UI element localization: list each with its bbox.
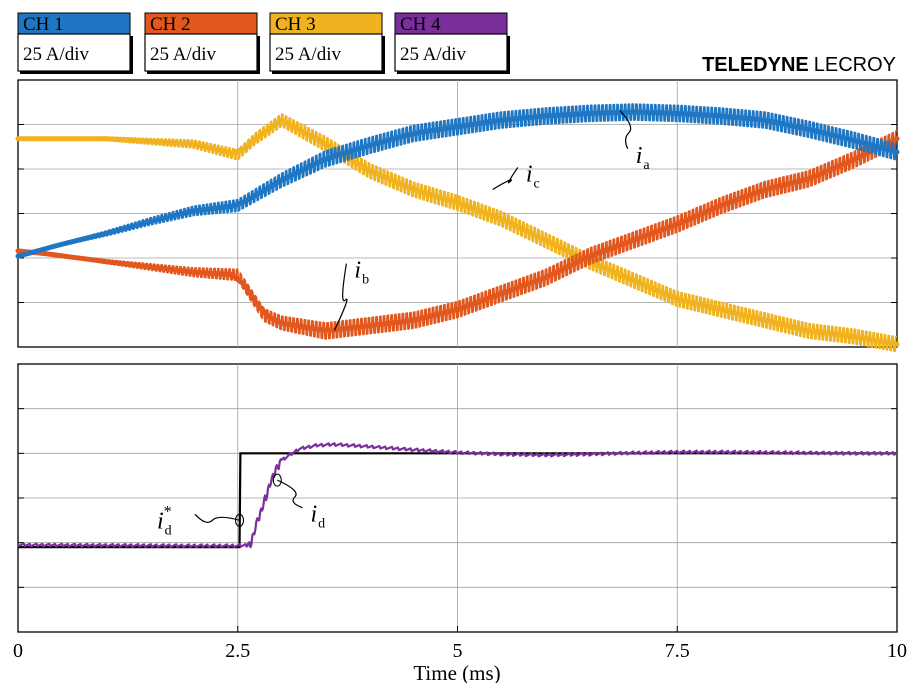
x-tick-label: 2.5 bbox=[225, 640, 250, 662]
d-axis-current-plot: id* id bbox=[17, 363, 898, 633]
brand-logo-bold: TELEDYNE bbox=[702, 54, 809, 76]
channel-legend: CH 1 25 A/div CH 2 25 A/div CH 3 25 A/di… bbox=[17, 12, 510, 74]
x-tick-7.5: 7.5 bbox=[665, 626, 690, 662]
annotation-leader bbox=[194, 513, 240, 523]
annotation-marker bbox=[234, 513, 245, 527]
channel-3-scale: 25 A/div bbox=[275, 44, 341, 65]
trace-core-i-a bbox=[15, 109, 900, 259]
channel-4-label: CH 4 bbox=[400, 14, 441, 35]
brand-logo: TELEDYNE LECROY bbox=[702, 54, 896, 76]
annotation-leader bbox=[333, 263, 348, 331]
channel-4-scale: 25 A/div bbox=[400, 44, 466, 65]
channel-2-scale: 25 A/div bbox=[150, 44, 216, 65]
channel-3-badge: CH 3 25 A/div bbox=[269, 12, 385, 74]
x-tick-5: 5 bbox=[453, 626, 463, 662]
annotation-leader bbox=[492, 167, 519, 190]
brand-logo-light: LECROY bbox=[814, 54, 896, 76]
x-tick-label: 10 bbox=[887, 640, 907, 662]
trace-core-i-c bbox=[15, 117, 900, 347]
channel-2-badge: CH 2 25 A/div bbox=[144, 12, 260, 74]
channel-2-label: CH 2 bbox=[150, 14, 191, 35]
trace-core-i-b bbox=[15, 136, 900, 333]
series-i-a bbox=[15, 103, 900, 259]
channel-3-label: CH 3 bbox=[275, 14, 316, 35]
x-tick-10: 10 bbox=[887, 626, 907, 662]
annotation-marker bbox=[272, 473, 282, 487]
channel-1-badge: CH 1 25 A/div bbox=[17, 12, 133, 74]
series-i-b bbox=[15, 130, 900, 340]
annotation-leader bbox=[277, 479, 303, 509]
channel-1-scale: 25 A/div bbox=[23, 44, 89, 65]
annotation-leader bbox=[619, 110, 632, 150]
x-tick-2.5: 2.5 bbox=[225, 626, 250, 662]
channel-4-badge: CH 4 25 A/div bbox=[394, 12, 510, 74]
x-tick-label: 0 bbox=[13, 640, 23, 662]
x-tick-0: 0 bbox=[13, 626, 23, 662]
x-tick-label: 5 bbox=[453, 640, 463, 662]
trace-id-measured bbox=[17, 442, 898, 549]
x-axis: 0 2.5 5 7.5 10 bbox=[13, 626, 907, 662]
x-tick-label: 7.5 bbox=[665, 640, 690, 662]
x-axis-title: Time (ms) bbox=[413, 661, 500, 683]
series-i-c bbox=[15, 113, 900, 353]
channel-1-label: CH 1 bbox=[23, 14, 64, 35]
